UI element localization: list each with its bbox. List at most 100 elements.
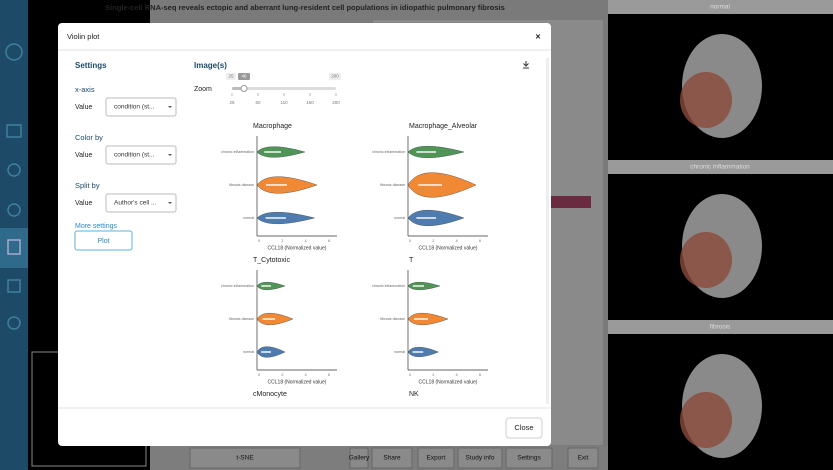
- panel-label-bar: [608, 0, 833, 14]
- select-caret: [168, 154, 172, 156]
- panel-label: normal: [710, 4, 730, 11]
- toolbar-label: Exit: [578, 455, 589, 462]
- condition-label: fibrosis disease: [380, 317, 405, 321]
- violin-box: [416, 217, 436, 219]
- condition-label: fibrosis disease: [229, 183, 254, 187]
- plot-title: T_Cytotoxic: [253, 257, 290, 264]
- x-tick-label: 2: [432, 373, 434, 377]
- toolbar-button[interactable]: [371, 447, 413, 469]
- x-tick-label: 2: [432, 239, 434, 243]
- zoom-tick-label: 200: [332, 100, 340, 105]
- plot-title: Macrophage_Alveolar: [409, 123, 478, 130]
- violin-box: [262, 318, 275, 320]
- violin-box: [412, 285, 424, 287]
- logo-icon[interactable]: [5, 43, 23, 61]
- modal-close-icon[interactable]: ×: [535, 31, 540, 41]
- close-button[interactable]: [505, 417, 543, 439]
- select-caret: [168, 106, 172, 108]
- select-caret: [168, 202, 172, 204]
- violin-box: [412, 351, 424, 353]
- download-icon[interactable]: [523, 61, 529, 69]
- plot-title: NK: [409, 391, 419, 398]
- x-axis-label: CCL18 (Normalized value): [268, 245, 327, 251]
- panel-label-bar: [608, 160, 833, 174]
- settings-heading: Settings: [75, 61, 107, 70]
- toolbar-label: Study info: [466, 455, 495, 462]
- x-tick-label: 4: [456, 239, 458, 243]
- panel-label-bar: [608, 320, 833, 334]
- toolbar-button[interactable]: [457, 447, 503, 469]
- export-icon[interactable]: [7, 279, 21, 293]
- violin-box: [416, 151, 436, 153]
- violin-box: [418, 184, 442, 186]
- home-icon[interactable]: [6, 124, 22, 138]
- setting-label: Color by: [75, 133, 103, 142]
- setting-select[interactable]: [105, 97, 177, 117]
- zoom-min-badge: [226, 73, 236, 80]
- violin-box: [261, 351, 271, 353]
- plot-title: T: [409, 257, 414, 264]
- add-icon[interactable]: [7, 203, 21, 217]
- setting-select[interactable]: [105, 145, 177, 165]
- close-button-label: Close: [514, 423, 533, 432]
- sidebar-active: [0, 228, 28, 268]
- violin-box: [264, 151, 281, 153]
- x-tick-label: 4: [305, 373, 307, 377]
- modal-title: Violin plot: [67, 32, 100, 41]
- panel-label: fibrosis: [710, 324, 731, 331]
- setting-select-value: Author's cell ...: [114, 200, 157, 207]
- x-tick-label: 2: [281, 373, 283, 377]
- setting-label: Split by: [75, 181, 100, 190]
- pages-icon[interactable]: [7, 239, 21, 255]
- toolbar-button[interactable]: [567, 447, 599, 469]
- x-tick-label: 6: [479, 373, 481, 377]
- setting-select-value: condition (st...: [114, 152, 155, 159]
- tissue-heat: [680, 232, 732, 288]
- toolbar-button[interactable]: [189, 447, 301, 469]
- zoom-tick-label: 160: [306, 100, 314, 105]
- scrollbar[interactable]: [546, 58, 549, 404]
- condition-label: fibrosis disease: [380, 183, 405, 187]
- x-tick-label: 0: [409, 373, 411, 377]
- zoom-track[interactable]: [232, 87, 336, 90]
- condition-label: normal: [243, 350, 254, 354]
- settings-icon[interactable]: [7, 316, 21, 330]
- violin-box: [265, 217, 286, 219]
- study-title: Single-cell RNA-seq reveals ectopic and …: [105, 3, 505, 12]
- images-heading: Image(s): [194, 61, 227, 70]
- more-settings-link[interactable]: More settings: [75, 223, 118, 230]
- x-axis-label: CCL18 (Normalized value): [268, 379, 327, 385]
- setting-label: x-axis: [75, 85, 95, 94]
- condition-label: normal: [394, 350, 405, 354]
- condition-label: chronic inflammation: [372, 150, 405, 154]
- violin-box: [261, 285, 271, 287]
- setting-field: Value: [75, 104, 92, 111]
- zoom-handle[interactable]: [240, 85, 248, 92]
- panel-label: chronic inflammation: [690, 164, 750, 171]
- toolbar-label: Settings: [517, 455, 541, 462]
- plot-button-label: Plot: [97, 238, 109, 245]
- zoom-value: 46: [241, 74, 247, 79]
- toolbar-button[interactable]: [505, 447, 553, 469]
- zoom-min: 25: [228, 74, 234, 79]
- x-tick-label: 2: [281, 239, 283, 243]
- toolbar-button[interactable]: [417, 447, 455, 469]
- tissue-heat: [680, 72, 732, 128]
- x-tick-label: 0: [258, 373, 260, 377]
- x-tick-label: 4: [305, 239, 307, 243]
- toolbar-label: Share: [383, 455, 401, 462]
- x-tick-label: 0: [409, 239, 411, 243]
- plot-button[interactable]: [74, 230, 133, 251]
- plot-title: cMonocyte: [253, 391, 287, 398]
- condition-label: normal: [243, 216, 254, 220]
- toolbar-label: Gallery: [349, 455, 370, 462]
- x-tick-label: 4: [456, 373, 458, 377]
- x-tick-label: 0: [258, 239, 260, 243]
- setting-select[interactable]: [105, 193, 177, 213]
- search-icon[interactable]: [7, 163, 21, 177]
- toolbar-button[interactable]: [349, 447, 369, 469]
- condition-label: fibrosis disease: [229, 317, 254, 321]
- x-tick-label: 6: [479, 239, 481, 243]
- toolbar-label: t-SNE: [236, 455, 254, 462]
